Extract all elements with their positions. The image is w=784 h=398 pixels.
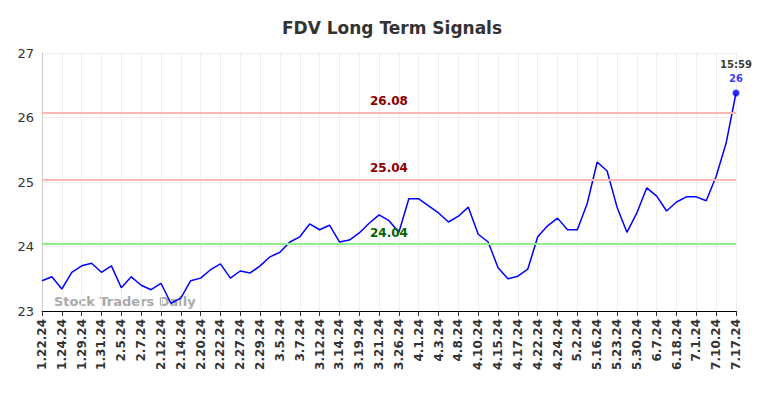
svg-text:3.7.24: 3.7.24: [293, 319, 307, 362]
svg-text:6.18.24: 6.18.24: [670, 319, 684, 370]
svg-text:2.22.24: 2.22.24: [213, 319, 227, 370]
svg-text:5.2.24: 5.2.24: [570, 319, 584, 362]
svg-text:6.7.24: 6.7.24: [650, 319, 664, 362]
svg-text:1.22.24: 1.22.24: [35, 319, 49, 370]
svg-text:1.31.24: 1.31.24: [94, 319, 108, 370]
svg-text:24: 24: [17, 239, 34, 254]
svg-text:5.16.24: 5.16.24: [590, 319, 604, 370]
svg-text:2.7.24: 2.7.24: [134, 319, 148, 362]
svg-text:4.8.24: 4.8.24: [451, 319, 465, 362]
svg-text:4.24.24: 4.24.24: [551, 319, 565, 370]
svg-text:Stock Traders Daily: Stock Traders Daily: [54, 294, 196, 309]
svg-text:7.10.24: 7.10.24: [709, 319, 723, 370]
svg-text:7.1.24: 7.1.24: [689, 319, 703, 362]
svg-text:15:59: 15:59: [720, 59, 752, 70]
svg-text:4.3.24: 4.3.24: [432, 319, 446, 362]
svg-text:26.08: 26.08: [370, 94, 408, 108]
svg-text:3.21.24: 3.21.24: [372, 319, 386, 370]
svg-text:23: 23: [17, 304, 34, 319]
svg-text:2.12.24: 2.12.24: [154, 319, 168, 370]
svg-text:5.30.24: 5.30.24: [630, 319, 644, 370]
svg-text:FDV Long Term Signals: FDV Long Term Signals: [282, 18, 502, 38]
svg-text:4.10.24: 4.10.24: [471, 319, 485, 370]
svg-text:1.24.24: 1.24.24: [55, 319, 69, 370]
svg-text:3.5.24: 3.5.24: [273, 319, 287, 362]
svg-text:4.17.24: 4.17.24: [511, 319, 525, 370]
svg-text:2.5.24: 2.5.24: [114, 319, 128, 362]
svg-text:4.15.24: 4.15.24: [491, 319, 505, 370]
svg-text:4.1.24: 4.1.24: [412, 319, 426, 362]
svg-text:27: 27: [17, 46, 34, 61]
svg-text:2.14.24: 2.14.24: [174, 319, 188, 370]
svg-text:3.19.24: 3.19.24: [352, 319, 366, 370]
svg-text:3.14.24: 3.14.24: [332, 319, 346, 370]
svg-text:1.29.24: 1.29.24: [75, 319, 89, 370]
svg-text:3.26.24: 3.26.24: [392, 319, 406, 370]
svg-text:25: 25: [17, 175, 34, 190]
svg-text:2.20.24: 2.20.24: [194, 319, 208, 370]
svg-text:24.04: 24.04: [370, 226, 408, 240]
svg-text:7.17.24: 7.17.24: [729, 319, 743, 370]
svg-text:4.22.24: 4.22.24: [531, 319, 545, 370]
svg-text:26: 26: [17, 110, 34, 125]
svg-text:2.27.24: 2.27.24: [233, 319, 247, 370]
svg-text:2.29.24: 2.29.24: [253, 319, 267, 370]
svg-text:5.23.24: 5.23.24: [610, 319, 624, 370]
svg-text:26: 26: [729, 73, 743, 84]
svg-text:3.12.24: 3.12.24: [313, 319, 327, 370]
svg-text:25.04: 25.04: [370, 161, 408, 175]
